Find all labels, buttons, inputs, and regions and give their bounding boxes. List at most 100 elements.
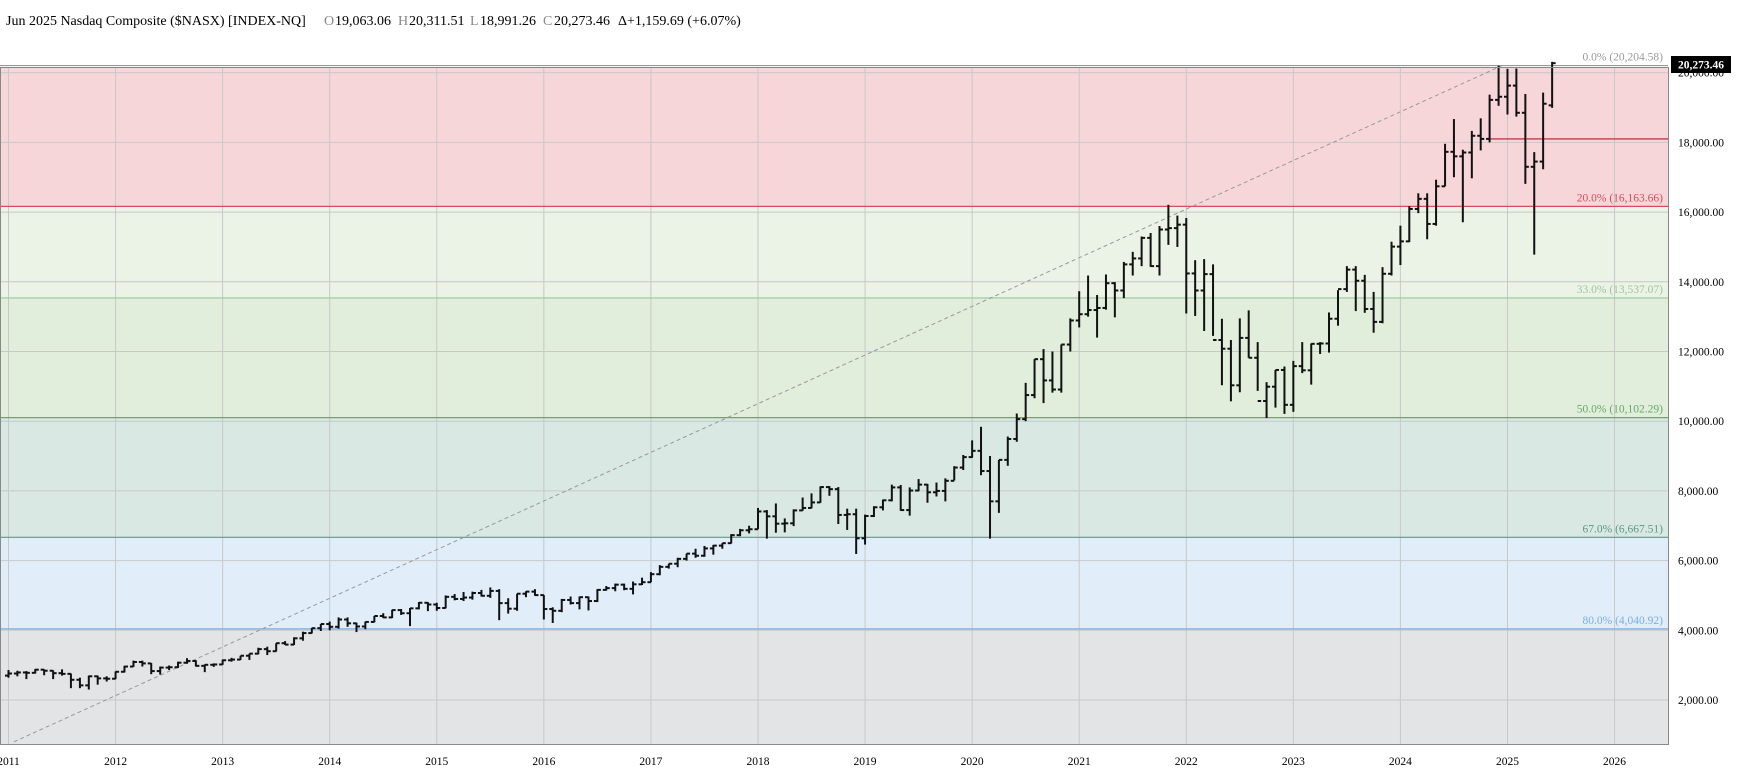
y-axis: 2,000.00 4,000.00 6,000.00 8,000.00 10,000.0… bbox=[1678, 68, 1724, 707]
ohlc-bar bbox=[5, 670, 12, 678]
fib-zone-0 bbox=[0, 67, 1668, 207]
ohlc-bar bbox=[58, 669, 66, 676]
y-tick-label: 4,000.00 bbox=[1678, 625, 1719, 637]
fib-zones bbox=[0, 67, 1668, 744]
ohlc-bar bbox=[40, 668, 48, 676]
ohlc-bar bbox=[1048, 351, 1056, 393]
ohlc-bar bbox=[906, 487, 914, 516]
ohlc-bar bbox=[442, 595, 450, 609]
ohlc-bar bbox=[335, 617, 343, 629]
ohlc-bar bbox=[1156, 226, 1164, 276]
plot-frame bbox=[0, 67, 1669, 745]
ohlc-bar bbox=[1495, 65, 1503, 106]
ohlc-bar bbox=[665, 562, 673, 569]
ohlc-bar bbox=[638, 577, 646, 586]
close-value: 20,273.46 bbox=[554, 14, 610, 29]
ohlc-bar bbox=[1263, 382, 1271, 419]
ohlc-bar bbox=[799, 497, 807, 512]
ohlc-bar bbox=[754, 507, 762, 531]
ohlc-bar bbox=[1343, 266, 1351, 292]
ohlc-bar bbox=[183, 658, 191, 664]
ohlc-bar bbox=[567, 596, 575, 605]
close-label: C bbox=[543, 14, 552, 29]
ohlc-bar bbox=[1209, 264, 1217, 341]
ohlc-bar bbox=[513, 592, 521, 611]
fib-level-label: 80.0% (4,040.92) bbox=[1583, 615, 1664, 627]
ohlc-bar bbox=[1164, 204, 1172, 245]
ohlc-bar bbox=[995, 458, 1003, 513]
ohlc-bars bbox=[5, 61, 1556, 690]
ohlc-bar bbox=[147, 662, 155, 675]
ohlc-bar bbox=[1280, 366, 1288, 414]
ohlc-bar bbox=[941, 478, 949, 502]
x-tick-label: 2018 bbox=[746, 756, 769, 768]
ohlc-bar bbox=[1120, 261, 1128, 299]
ohlc-bar bbox=[76, 677, 84, 689]
ohlc-bar bbox=[486, 587, 494, 598]
ohlc-bar bbox=[1414, 193, 1422, 214]
ohlc-bar bbox=[1182, 218, 1190, 314]
high-value: 20,311.51 bbox=[409, 14, 464, 29]
ohlc-bar bbox=[326, 621, 334, 631]
ohlc-bar bbox=[915, 479, 923, 492]
fib-zone-1 bbox=[0, 206, 1668, 298]
ohlc-bar bbox=[897, 484, 905, 512]
x-tick-label: 2021 bbox=[1068, 756, 1091, 768]
x-tick-label: 2015 bbox=[425, 756, 448, 768]
ohlc-bar bbox=[129, 660, 137, 668]
ohlc-bar bbox=[834, 487, 842, 525]
ohlc-bar bbox=[932, 482, 940, 497]
ohlc-bar bbox=[299, 631, 307, 641]
ohlc-bar bbox=[1093, 295, 1101, 338]
ohlc-bar bbox=[49, 669, 57, 680]
ohlc-bar bbox=[1325, 312, 1333, 353]
ohlc-bar bbox=[1173, 215, 1181, 247]
ohlc-bar bbox=[1521, 93, 1529, 184]
y-tick-label: 12,000.00 bbox=[1678, 347, 1724, 359]
ohlc-bar bbox=[112, 670, 120, 680]
ohlc-bar bbox=[656, 565, 664, 576]
fib-level-label: 67.0% (6,667.51) bbox=[1583, 523, 1664, 535]
x-tick-label: 2022 bbox=[1175, 756, 1198, 768]
ohlc-bar bbox=[1441, 143, 1449, 188]
fib-level-label: 20.0% (16,163.66) bbox=[1577, 192, 1663, 204]
ohlc-bar bbox=[388, 609, 396, 619]
ohlc-bar bbox=[843, 508, 851, 530]
ohlc-bar bbox=[31, 668, 39, 674]
ohlc-bar bbox=[1298, 342, 1306, 374]
ohlc-bar bbox=[174, 661, 182, 669]
ohlc-bar bbox=[816, 486, 824, 504]
ohlc-bar bbox=[647, 572, 655, 584]
ohlc-bar bbox=[549, 607, 557, 623]
x-axis: 2011 2012 2013 2014 2015 2016 2017 2018 2019 2020… bbox=[0, 756, 1626, 768]
ohlc-bar bbox=[531, 589, 539, 597]
ohlc-bar bbox=[1138, 236, 1146, 267]
y-tick-label: 2,000.00 bbox=[1678, 695, 1719, 707]
ohlc-bar bbox=[201, 663, 209, 673]
ohlc-bar bbox=[13, 670, 21, 677]
ohlc-bar bbox=[228, 657, 236, 662]
fib-level-label: 50.0% (10,102.29) bbox=[1577, 404, 1663, 416]
ohlc-bar bbox=[576, 596, 584, 610]
ohlc-bar bbox=[1307, 342, 1315, 385]
low-value: 18,991.26 bbox=[480, 14, 536, 29]
ohlc-bar bbox=[879, 499, 887, 511]
ohlc-bar bbox=[977, 426, 985, 476]
ohlc-bar bbox=[825, 486, 833, 496]
ohlc-bar bbox=[1102, 274, 1110, 310]
ohlc-bar bbox=[1245, 310, 1253, 359]
ohlc-bar bbox=[317, 623, 325, 631]
ohlc-bar bbox=[1191, 260, 1199, 316]
ohlc-bar bbox=[1004, 436, 1012, 466]
ohlc-bar bbox=[451, 594, 459, 601]
ohlc-bar bbox=[790, 509, 798, 527]
ohlc-bar bbox=[370, 615, 378, 623]
ohlc-bar bbox=[1334, 288, 1342, 326]
ohlc-bar bbox=[1512, 68, 1520, 117]
ohlc-bar bbox=[290, 637, 298, 646]
ohlc-bar bbox=[379, 613, 387, 619]
fib-zone-2 bbox=[0, 297, 1668, 418]
ohlc-bar bbox=[352, 622, 360, 633]
